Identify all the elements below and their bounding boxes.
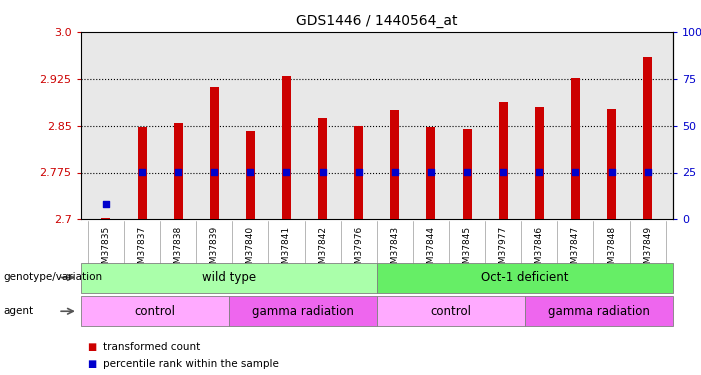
Point [642,170,653,176]
Text: ■: ■ [88,359,97,369]
Text: GSM37837: GSM37837 [137,226,147,275]
Point [281,170,292,176]
Text: transformed count: transformed count [103,342,200,352]
Bar [377,296,525,326]
Text: GSM37835: GSM37835 [102,226,110,275]
Bar [390,110,400,219]
Bar [174,123,183,219]
Text: gamma radiation: gamma radiation [548,305,650,318]
Text: GSM37847: GSM37847 [571,226,580,275]
Point [389,170,400,176]
Point [498,170,509,176]
Text: agent: agent [4,306,34,316]
Text: GSM37842: GSM37842 [318,226,327,274]
Bar [81,296,229,326]
Text: GSM37848: GSM37848 [607,226,616,275]
Text: control: control [430,305,471,318]
Bar [535,107,544,219]
Text: GSM37844: GSM37844 [426,226,435,274]
Point [353,170,365,176]
Bar [210,87,219,219]
Text: GSM37838: GSM37838 [174,226,183,275]
Bar [571,78,580,219]
Text: GSM37840: GSM37840 [246,226,255,275]
Point [426,170,437,176]
Bar [498,102,508,219]
Text: genotype/variation: genotype/variation [4,273,102,282]
Bar [229,296,377,326]
Text: percentile rank within the sample: percentile rank within the sample [103,359,279,369]
Text: gamma radiation: gamma radiation [252,305,354,318]
Point [606,170,617,176]
Bar [354,126,363,219]
Text: wild type: wild type [202,271,256,284]
Point [245,170,256,176]
Point [172,170,184,176]
Text: GSM37841: GSM37841 [282,226,291,275]
Bar [282,76,291,219]
Text: ■: ■ [88,342,97,352]
Title: GDS1446 / 1440564_at: GDS1446 / 1440564_at [296,14,458,28]
Bar [525,296,673,326]
Bar [377,262,673,292]
Text: control: control [134,305,175,318]
Point [137,170,148,176]
Bar [137,128,147,219]
Text: GSM37846: GSM37846 [535,226,544,275]
Text: GSM37976: GSM37976 [354,226,363,275]
Bar [607,110,616,219]
Text: Oct-1 deficient: Oct-1 deficient [481,271,569,284]
Bar [246,130,255,219]
Bar [81,262,377,292]
Bar [318,118,327,219]
Point [570,170,581,176]
Point [317,170,328,176]
Text: GSM37843: GSM37843 [390,226,400,275]
Bar [463,129,472,219]
Text: GSM37977: GSM37977 [498,226,508,275]
Point [533,170,545,176]
Bar [102,218,111,219]
Bar [643,57,652,219]
Text: GSM37845: GSM37845 [463,226,472,275]
Point [209,170,220,176]
Text: GSM37849: GSM37849 [644,226,652,275]
Point [461,170,472,176]
Bar [426,128,435,219]
Text: GSM37839: GSM37839 [210,226,219,275]
Point [100,201,111,207]
